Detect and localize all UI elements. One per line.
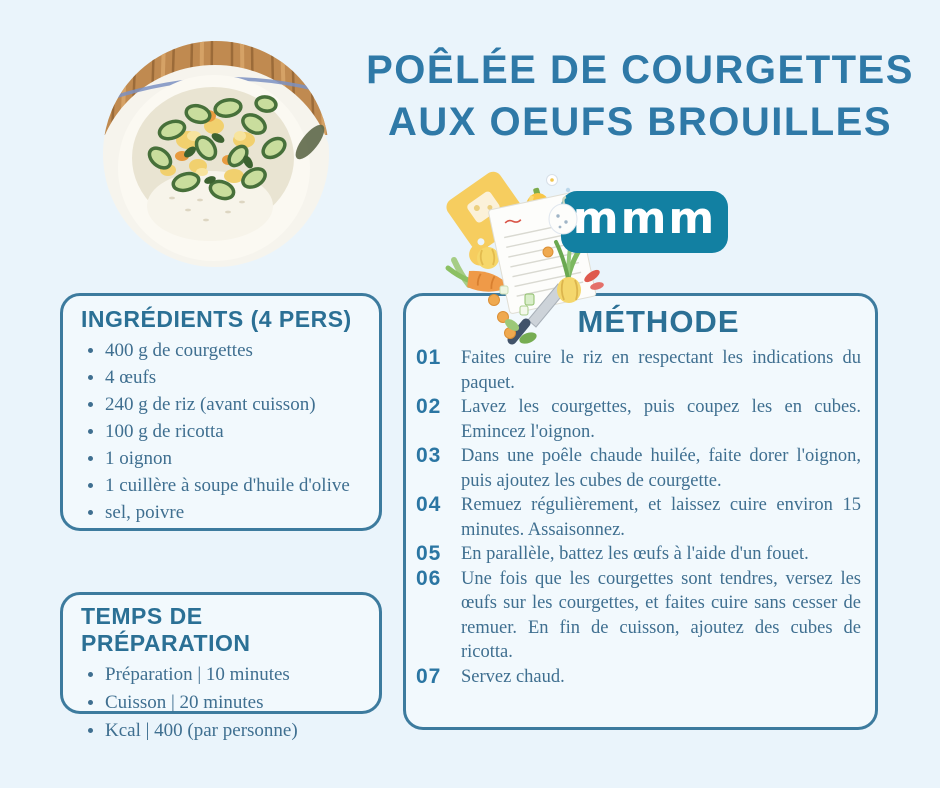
- prep-time-item: Cuisson | 20 minutes: [79, 689, 367, 717]
- step-text: Remuez régulièrement, et laissez cuire e…: [461, 495, 861, 540]
- title-line-2: AUX OEUFS BROUILLES: [387, 100, 893, 144]
- method-step: 01 Faites cuire le riz en respectant les…: [416, 346, 861, 395]
- step-number: 05: [416, 542, 442, 565]
- mmm-logo-text: mmm: [572, 193, 717, 244]
- step-text: Faites cuire le riz en respectant les in…: [461, 348, 861, 393]
- page-title: POÊLÉE DE COURGETTES AUX OEUFS BROUILLES: [352, 44, 928, 148]
- method-step: 05 En parallèle, battez les œufs à l'aid…: [416, 542, 861, 567]
- ingredient-item: sel, poivre: [79, 499, 367, 526]
- garlic-icon: [548, 196, 578, 235]
- step-number: 02: [416, 395, 442, 418]
- step-number: 06: [416, 566, 442, 590]
- method-step: 04 Remuez régulièrement, et laissez cuir…: [416, 493, 861, 542]
- dish-photo: [103, 41, 329, 267]
- ingredient-item: 1 oignon: [79, 445, 367, 472]
- prep-time-item: Préparation | 10 minutes: [79, 661, 367, 689]
- step-text: Dans une poêle chaude huilée, faite dore…: [461, 446, 861, 491]
- ingredients-heading: INGRÉDIENTS (4 PERS): [81, 306, 352, 332]
- method-steps: 01 Faites cuire le riz en respectant les…: [416, 346, 861, 689]
- step-number: 03: [416, 444, 442, 467]
- prep-time-list: Préparation | 10 minutes Cuisson | 20 mi…: [79, 661, 367, 745]
- mmm-logo: mmm: [561, 191, 728, 253]
- step-number: 07: [416, 664, 442, 688]
- prep-time-panel: TEMPS DE PRÉPARATION Préparation | 10 mi…: [60, 592, 382, 741]
- chopped-vegetables: [488, 246, 554, 344]
- ingredients-panel: INGRÉDIENTS (4 PERS) 400 g de courgettes…: [60, 293, 382, 531]
- step-number: 04: [416, 493, 442, 516]
- ingredient-item: 100 g de ricotta: [79, 418, 367, 445]
- method-step: 07 Servez chaud.: [416, 665, 861, 690]
- ingredients-list: 400 g de courgettes 4 œufs 240 g de riz …: [79, 337, 367, 526]
- prep-time-heading: TEMPS DE PRÉPARATION: [81, 603, 251, 656]
- ingredient-item: 1 cuillère à soupe d'huile d'olive: [79, 472, 367, 499]
- ingredient-item: 4 œufs: [79, 364, 367, 391]
- step-text: En parallèle, battez les œufs à l'aide d…: [461, 544, 809, 564]
- step-number: 01: [416, 346, 442, 369]
- title-line-1: POÊLÉE DE COURGETTES: [366, 48, 914, 92]
- step-text: Lavez les courgettes, puis coupez les en…: [461, 397, 861, 442]
- method-step: 02 Lavez les courgettes, puis coupez les…: [416, 395, 861, 444]
- step-text: Une fois que les courgettes sont tendres…: [461, 568, 861, 663]
- method-step: 03 Dans une poêle chaude huilée, faite d…: [416, 444, 861, 493]
- method-step: 06 Une fois que les courgettes sont tend…: [416, 567, 861, 665]
- ingredient-item: 240 g de riz (avant cuisson): [79, 391, 367, 418]
- step-text: Servez chaud.: [461, 666, 565, 687]
- ingredient-item: 400 g de courgettes: [79, 337, 367, 364]
- method-panel: MÉTHODE 01 Faites cuire le riz en respec…: [403, 293, 878, 730]
- method-heading: MÉTHODE: [577, 304, 740, 339]
- prep-time-item: Kcal | 400 (par personne): [79, 717, 367, 745]
